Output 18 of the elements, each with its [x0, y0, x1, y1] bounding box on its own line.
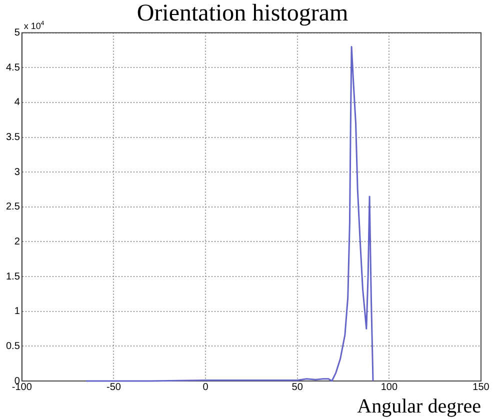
y-tick-label: 1.5 — [6, 271, 20, 282]
x-tick-label: -50 — [106, 382, 122, 393]
y-tick-label: 5 — [14, 28, 20, 39]
y-tick-label: 4 — [14, 97, 20, 108]
x-tick-label: 0 — [202, 382, 209, 393]
chart-title: Orientation histogram — [136, 0, 348, 27]
y-tick-label: 0.5 — [6, 340, 20, 352]
x-tick-label: 100 — [380, 382, 398, 393]
x-tick-label: 50 — [292, 382, 304, 393]
y-tick-label: 2 — [14, 236, 20, 248]
x-axis-title: Angular degree — [357, 395, 482, 418]
y-tick-label: 3.5 — [6, 132, 20, 144]
y-tick-label: 1 — [14, 306, 20, 318]
y-tick-label: 2.5 — [6, 202, 20, 213]
y-tick-label: 3 — [14, 166, 20, 178]
x-tick-label: -100 — [12, 382, 32, 393]
y-tick-label: 4.5 — [6, 62, 20, 74]
x-tick-label: 150 — [472, 382, 490, 393]
